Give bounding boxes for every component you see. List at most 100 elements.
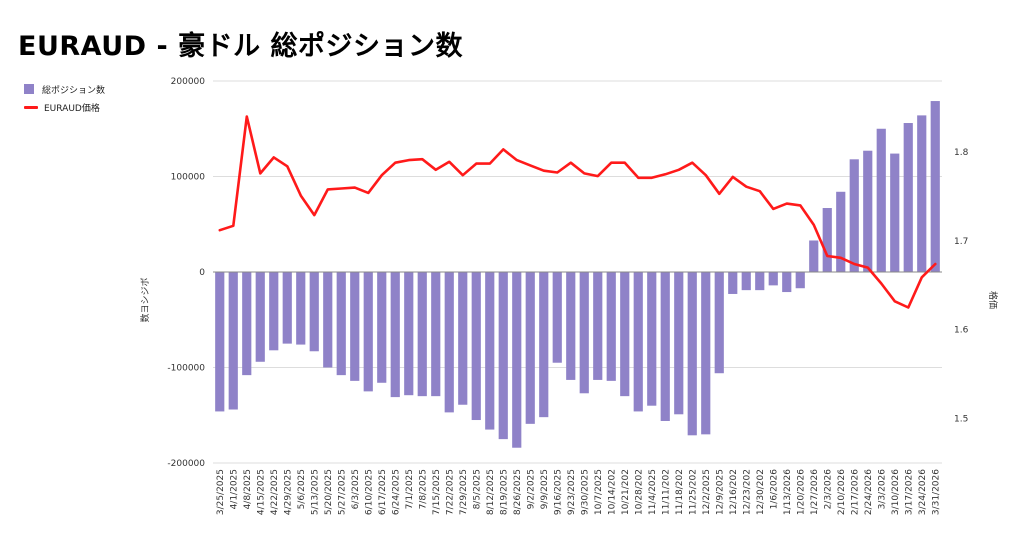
bar [701,272,711,435]
bar [917,115,927,272]
bar [795,272,805,289]
y-left-tick-label: -200000 [167,459,205,469]
x-tick-label: 9/2/2025 [526,469,536,509]
y-right-tick-label: 1.6 [954,326,969,336]
bar [714,272,724,374]
x-tick-label: 7/8/2025 [418,469,428,509]
x-tick-label: 12/23/202 [742,469,752,515]
bar [269,272,279,351]
bar [336,272,346,376]
x-tick-label: 10/28/202 [634,469,644,515]
x-tick-label: 3/25/2025 [216,469,226,515]
bar [539,272,549,418]
x-tick-label: 12/2/2025 [702,469,712,515]
bar [579,272,589,394]
y-axis-right: 1.8 1.7 1.6 1.5 [954,148,969,425]
bar [377,272,387,383]
x-tick-label: 8/26/2025 [513,469,523,515]
chart-title: EURAUD - 豪ドル 総ポジション数 [18,31,463,62]
y-left-tick-label: 200000 [171,77,206,87]
x-tick-label: 4/22/2025 [270,469,280,515]
bar [822,208,832,272]
bar [755,272,765,291]
x-tick-label: 5/6/2025 [297,469,307,509]
x-tick-label: 11/18/202 [675,469,685,515]
x-tick-label: 5/27/2025 [337,469,347,515]
x-tick-label: 7/22/2025 [445,469,455,515]
bar [296,272,306,345]
x-tick-label: 7/1/2025 [405,469,415,509]
bar [323,272,333,368]
bar [768,272,778,286]
bar [660,272,670,421]
bar [633,272,643,412]
x-tick-label: 12/30/202 [756,469,766,515]
x-tick-label: 6/17/2025 [378,469,388,515]
legend-bar-label: 総ポジション数 [42,85,106,96]
bar [431,272,441,397]
legend: 総ポジション数 EURAUD価格 [24,80,105,116]
x-tick-label: 4/8/2025 [243,469,253,509]
bar [687,272,697,436]
bar [606,272,616,381]
bar [728,272,738,294]
x-tick-label: 11/11/202 [661,469,671,515]
bar [809,240,819,272]
bar [363,272,373,392]
bar [782,272,792,293]
x-tick-label: 4/29/2025 [283,469,293,515]
bar [458,272,468,405]
bar [485,272,495,430]
x-tick-label: 8/5/2025 [472,469,482,509]
y-axis-left-title: 数ヨシジボ [139,277,151,322]
x-tick-label: 5/20/2025 [324,469,334,515]
bar [390,272,400,398]
bar [674,272,684,415]
x-tick-label: 6/10/2025 [364,469,374,515]
x-tick-label: 8/12/2025 [486,469,496,515]
bar [471,272,481,421]
x-tick-label: 2/17/2026 [850,469,860,515]
bar [228,272,238,410]
legend-line-swatch [24,105,38,109]
bar [566,272,576,380]
price-line [218,115,937,309]
bar [255,272,265,362]
x-tick-label: 2/3/2026 [823,469,833,510]
x-tick-label: 10/21/202 [621,469,631,515]
x-tick-label: 1/13/2026 [783,469,793,515]
x-tick-label: 8/19/2025 [499,469,509,515]
x-tick-label: 4/1/2025 [229,469,239,509]
legend-item-line: EURAUD価格 [24,98,105,116]
x-tick-label: 5/13/2025 [310,469,320,515]
x-tick-label: 1/27/2026 [810,469,820,515]
y-left-tick-label: -100000 [167,364,205,374]
bar [890,153,900,272]
x-tick-label: 3/17/2026 [904,469,914,515]
bar [525,272,535,424]
x-tick-label: 9/16/2025 [553,469,563,515]
x-tick-label: 3/24/2026 [918,469,928,515]
bar [876,128,886,272]
x-tick-label: 1/6/2026 [769,469,779,510]
y-right-tick-label: 1.8 [954,148,969,158]
x-tick-label: 9/9/2025 [540,469,550,509]
x-tick-label: 3/3/2026 [877,469,887,510]
x-tick-label: 12/9/2025 [715,469,725,515]
x-tick-label: 3/31/2026 [931,469,941,515]
bar [350,272,360,381]
x-tick-label: 2/10/2026 [837,469,847,515]
x-tick-label: 10/14/202 [607,469,617,515]
x-tick-label: 11/4/2025 [648,469,658,515]
bar [417,272,427,397]
bar-series [215,101,940,448]
bar [930,101,940,273]
y-left-tick-label: 0 [199,268,205,278]
x-tick-label: 1/20/2026 [796,469,806,515]
y-left-tick-label: 100000 [171,173,206,183]
bar [593,272,603,380]
legend-item-bar: 総ポジション数 [24,80,105,98]
bar [242,272,252,376]
x-tick-label: 3/10/2026 [891,469,901,515]
